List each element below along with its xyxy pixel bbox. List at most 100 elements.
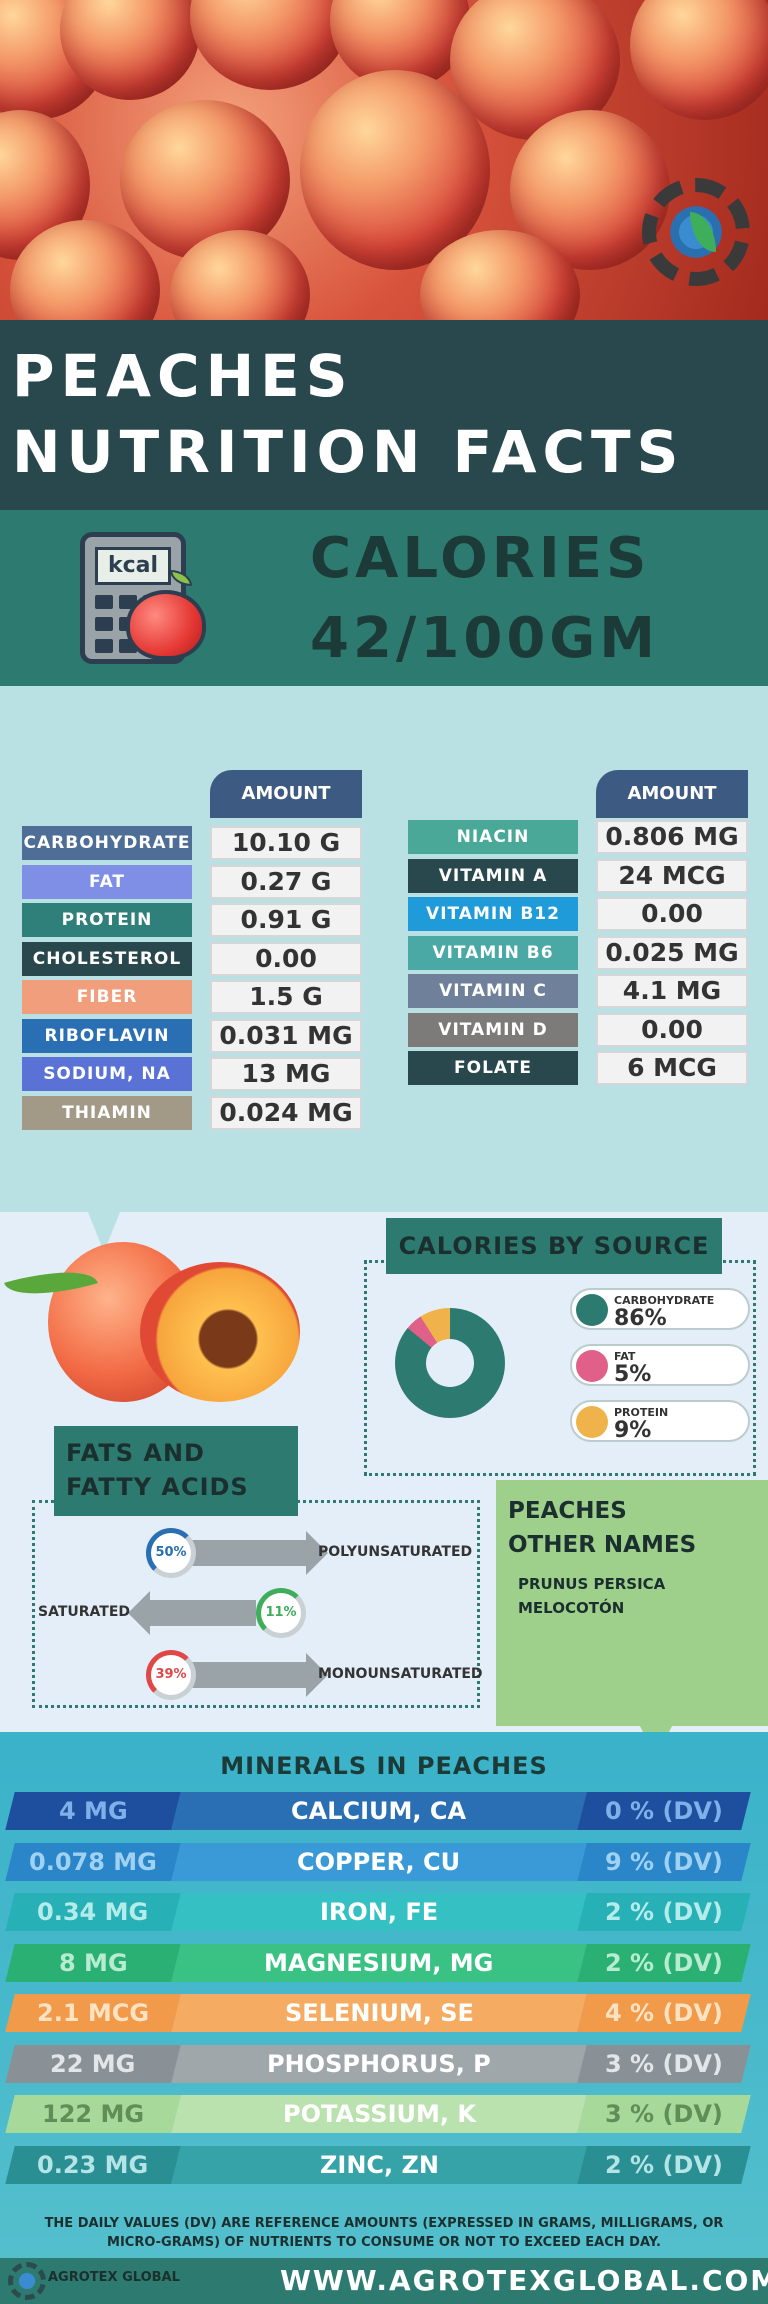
left-value: 0.91 G bbox=[210, 903, 362, 937]
fatty-acid-pct: 50% bbox=[146, 1528, 196, 1578]
mineral-name: POTASSIUM, K bbox=[282, 2100, 476, 2128]
calories-value: 42/100GM bbox=[310, 606, 659, 671]
other-names-list: PRUNUS PERSICA MELOCOTÓN bbox=[518, 1572, 665, 1620]
mineral-name: COPPER, CU bbox=[297, 1847, 461, 1876]
left-value: 0.27 G bbox=[210, 864, 362, 899]
arrow-head-icon bbox=[306, 1653, 328, 1697]
other-names-title-line1: PEACHES bbox=[508, 1498, 627, 1524]
right-value: 24 MCG bbox=[596, 858, 748, 893]
left-label: CARBOHYDRATE bbox=[22, 826, 192, 860]
right-value: 0.00 bbox=[596, 897, 748, 931]
mineral-dv: 9 % (DV) bbox=[605, 1847, 723, 1876]
mineral-amount: 0.078 MG bbox=[29, 1847, 157, 1876]
right-value: 0.025 MG bbox=[596, 935, 748, 970]
calories-donut-chart bbox=[395, 1308, 505, 1418]
legend-item: PROTEIN 9% bbox=[570, 1400, 750, 1443]
left-label: PROTEIN bbox=[22, 903, 192, 937]
left-label: FAT bbox=[22, 864, 192, 899]
legend-icon bbox=[576, 1406, 608, 1438]
mineral-row: 0.078 MG COPPER, CU 9 % (DV) bbox=[5, 1842, 751, 1881]
arrow-shape bbox=[186, 1662, 306, 1688]
mineral-dv-cell: 2 % (DV) bbox=[577, 1943, 751, 1982]
left-value: 0.00 bbox=[210, 941, 362, 976]
mineral-name: SELENIUM, SE bbox=[284, 1999, 474, 2027]
mineral-name-cell: SELENIUM, SE bbox=[171, 1994, 587, 2032]
mineral-name: ZINC, ZN bbox=[319, 2150, 439, 2179]
fatty-acid-name: SATURATED bbox=[38, 1604, 131, 1620]
mineral-dv-cell: 2 % (DV) bbox=[577, 1893, 751, 1931]
mineral-amount-cell: 2.1 MCG bbox=[5, 1994, 181, 2032]
fatty-acid-pct: 11% bbox=[256, 1588, 306, 1638]
arrow-head-icon bbox=[128, 1591, 150, 1635]
title-band: PEACHES NUTRITION FACTS bbox=[0, 320, 768, 510]
legend-pct: 5% bbox=[614, 1362, 652, 1387]
other-name: PRUNUS PERSICA bbox=[518, 1575, 666, 1593]
left-label: RIBOFLAVIN bbox=[22, 1018, 192, 1053]
legend-name: PROTEIN bbox=[614, 1406, 669, 1419]
left-value: 10.10 G bbox=[210, 826, 362, 860]
mineral-amount-cell: 22 MG bbox=[5, 2044, 181, 2083]
page-title-line1: PEACHES bbox=[12, 342, 354, 410]
mineral-dv: 2 % (DV) bbox=[605, 2150, 723, 2179]
mineral-amount: 2.1 MCG bbox=[36, 1999, 150, 2027]
mineral-dv-cell: 0 % (DV) bbox=[577, 1792, 751, 1830]
hero-peaches-photo bbox=[0, 0, 768, 320]
mineral-row: 8 MG MAGNESIUM, MG 2 % (DV) bbox=[5, 1943, 751, 1982]
arrow-shape bbox=[186, 1540, 306, 1566]
mineral-dv-cell: 4 % (DV) bbox=[577, 1994, 751, 2032]
mineral-name: IRON, FE bbox=[319, 1898, 439, 1926]
mineral-row: 0.23 MG ZINC, ZN 2 % (DV) bbox=[5, 2145, 751, 2184]
left-value: 1.5 G bbox=[210, 980, 362, 1014]
mineral-row: 122 MG POTASSIUM, K 3 % (DV) bbox=[5, 2095, 751, 2133]
mineral-row: 4 MG CALCIUM, CA 0 % (DV) bbox=[5, 1792, 751, 1830]
left-label: SODIUM, NA bbox=[22, 1057, 192, 1091]
left-label: THIAMIN bbox=[22, 1095, 192, 1130]
minerals-title: MINERALS IN PEACHES bbox=[220, 1752, 548, 1780]
fatty-acid-pct: 39% bbox=[146, 1650, 196, 1700]
mineral-amount-cell: 0.078 MG bbox=[5, 1842, 181, 1881]
fats-title-line2: FATTY ACIDS bbox=[66, 1473, 249, 1501]
mineral-name: CALCIUM, CA bbox=[291, 1797, 467, 1825]
peach-half-illustration bbox=[140, 1262, 300, 1402]
minerals-section: MINERALS IN PEACHES 4 MG CALCIUM, CA 0 % (… bbox=[0, 1732, 768, 2304]
nutrition-tables: AMOUNT AMOUNT CARBOHYDRATE 10.10 G FAT 0.27… bbox=[0, 686, 768, 1212]
kcal-label: kcal bbox=[95, 547, 171, 585]
calories-band: kcal CALORIES 42/100GM bbox=[0, 510, 768, 730]
mineral-dv: 3 % (DV) bbox=[605, 2100, 723, 2128]
amount-header-left: AMOUNT bbox=[210, 770, 362, 818]
left-value: 13 MG bbox=[210, 1057, 362, 1091]
fats-title-line1: FATS AND bbox=[66, 1439, 205, 1467]
mineral-name-cell: POTASSIUM, K bbox=[171, 2095, 587, 2133]
right-label: VITAMIN C bbox=[408, 974, 578, 1008]
arrow-head-icon bbox=[306, 1531, 328, 1575]
page-title-line2: NUTRITION FACTS bbox=[12, 418, 685, 486]
mineral-name-cell: MAGNESIUM, MG bbox=[171, 1943, 587, 1982]
other-names-title-line2: OTHER NAMES bbox=[508, 1532, 697, 1558]
legend-name: CARBOHYDRATE bbox=[614, 1294, 715, 1307]
right-value: 0.806 MG bbox=[596, 820, 748, 854]
mineral-amount-cell: 0.23 MG bbox=[5, 2145, 181, 2184]
amount-header-right: AMOUNT bbox=[596, 770, 748, 818]
right-label: FOLATE bbox=[408, 1051, 578, 1085]
legend-icon bbox=[576, 1294, 608, 1326]
mineral-name-cell: PHOSPHORUS, P bbox=[171, 2044, 587, 2083]
mineral-name-cell: COPPER, CU bbox=[171, 1842, 587, 1881]
mineral-name: MAGNESIUM, MG bbox=[264, 1948, 494, 1977]
right-label: VITAMIN B6 bbox=[408, 935, 578, 970]
mineral-amount: 0.23 MG bbox=[37, 2150, 149, 2179]
right-value: 0.00 bbox=[596, 1012, 748, 1047]
footnote-line1: THE DAILY VALUES (DV) ARE REFERENCE AMOU… bbox=[44, 2216, 724, 2231]
legend-name: FAT bbox=[614, 1350, 636, 1363]
legend-item: FAT 5% bbox=[570, 1344, 750, 1387]
mineral-name-cell: ZINC, ZN bbox=[171, 2145, 587, 2184]
left-value: 0.031 MG bbox=[210, 1018, 362, 1053]
footer-bar: AGROTEX GLOBAL WWW.AGROTEXGLOBAL.COM bbox=[0, 2258, 768, 2304]
fatty-acid-name: MONOUNSATURATED bbox=[318, 1666, 483, 1682]
calories-heading: CALORIES bbox=[310, 526, 651, 591]
mineral-dv-cell: 2 % (DV) bbox=[577, 2145, 751, 2184]
mineral-amount-cell: 8 MG bbox=[5, 1943, 181, 1982]
legend-icon bbox=[576, 1350, 608, 1382]
right-label: NIACIN bbox=[408, 820, 578, 854]
mineral-dv: 2 % (DV) bbox=[605, 1948, 723, 1977]
website-link[interactable]: WWW.AGROTEXGLOBAL.COM bbox=[280, 2264, 768, 2297]
